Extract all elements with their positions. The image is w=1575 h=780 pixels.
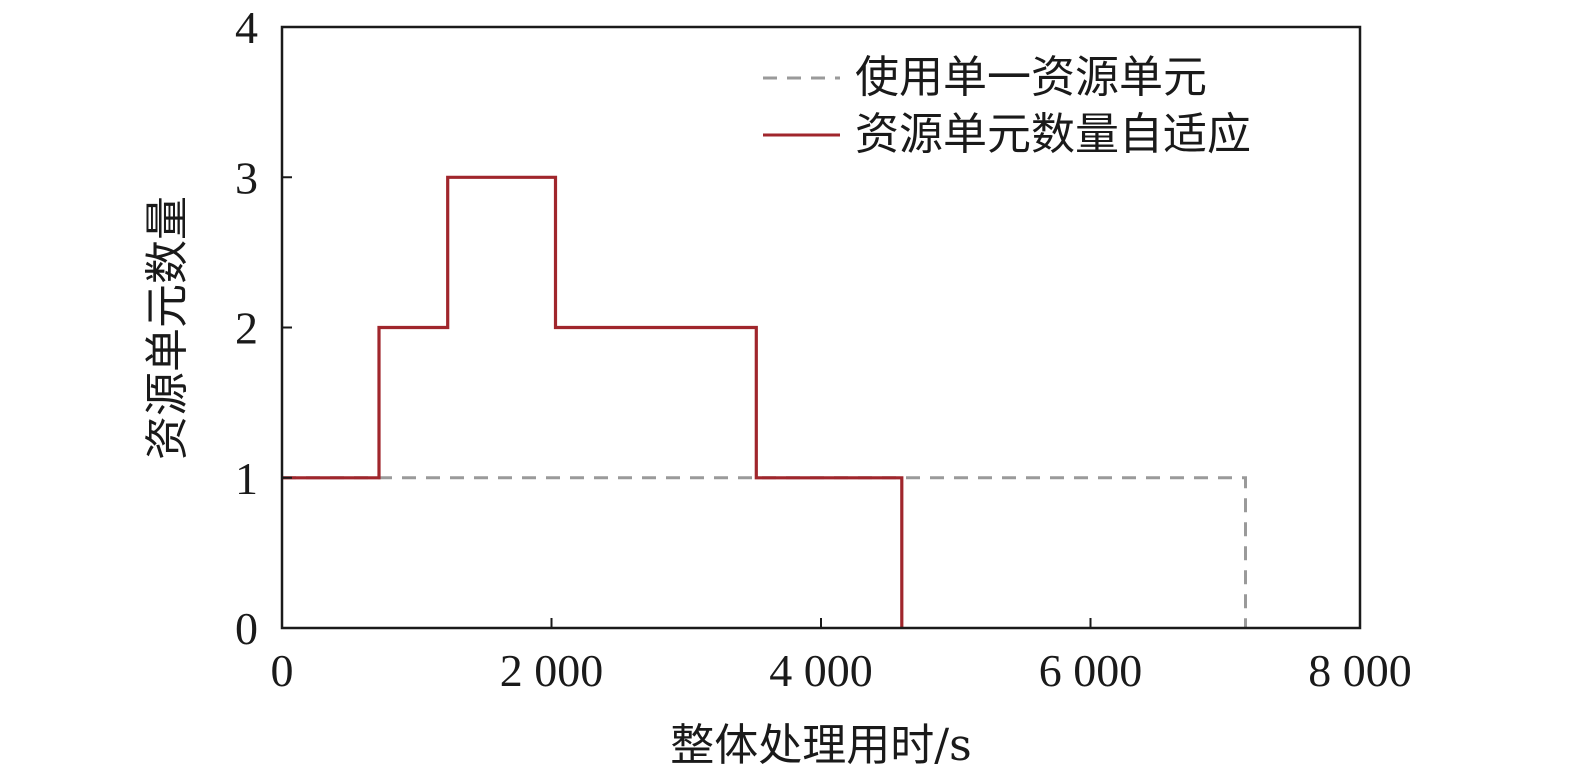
x-tick-label: 6 000	[1039, 645, 1143, 696]
x-axis-label: 整体处理用时/s	[670, 720, 971, 771]
y-axis-label: 资源单元数量	[142, 196, 193, 460]
series-layer	[282, 175, 1247, 628]
legend-label-adaptive: 资源单元数量自适应	[855, 109, 1251, 160]
y-tick-label: 1	[235, 453, 258, 504]
y-tick-label: 2	[235, 303, 258, 354]
series-line-single	[282, 476, 1247, 628]
x-tick-label: 2 000	[500, 645, 604, 696]
x-tick-label: 0	[271, 645, 294, 696]
legend-label-single: 使用单一资源单元	[855, 52, 1207, 103]
x-tick-label: 8 000	[1308, 645, 1412, 696]
legend: 使用单一资源单元 资源单元数量自适应	[763, 52, 1251, 160]
y-tick-label: 3	[235, 152, 258, 203]
x-tick-label: 4 000	[769, 645, 873, 696]
y-tick-label: 0	[235, 603, 258, 654]
series-line-adaptive	[282, 175, 904, 628]
y-tick-label: 4	[235, 2, 258, 53]
ticks-layer: 0 2 000 4 000 6 000 8 000 0 1 2 3 4	[235, 2, 1412, 696]
